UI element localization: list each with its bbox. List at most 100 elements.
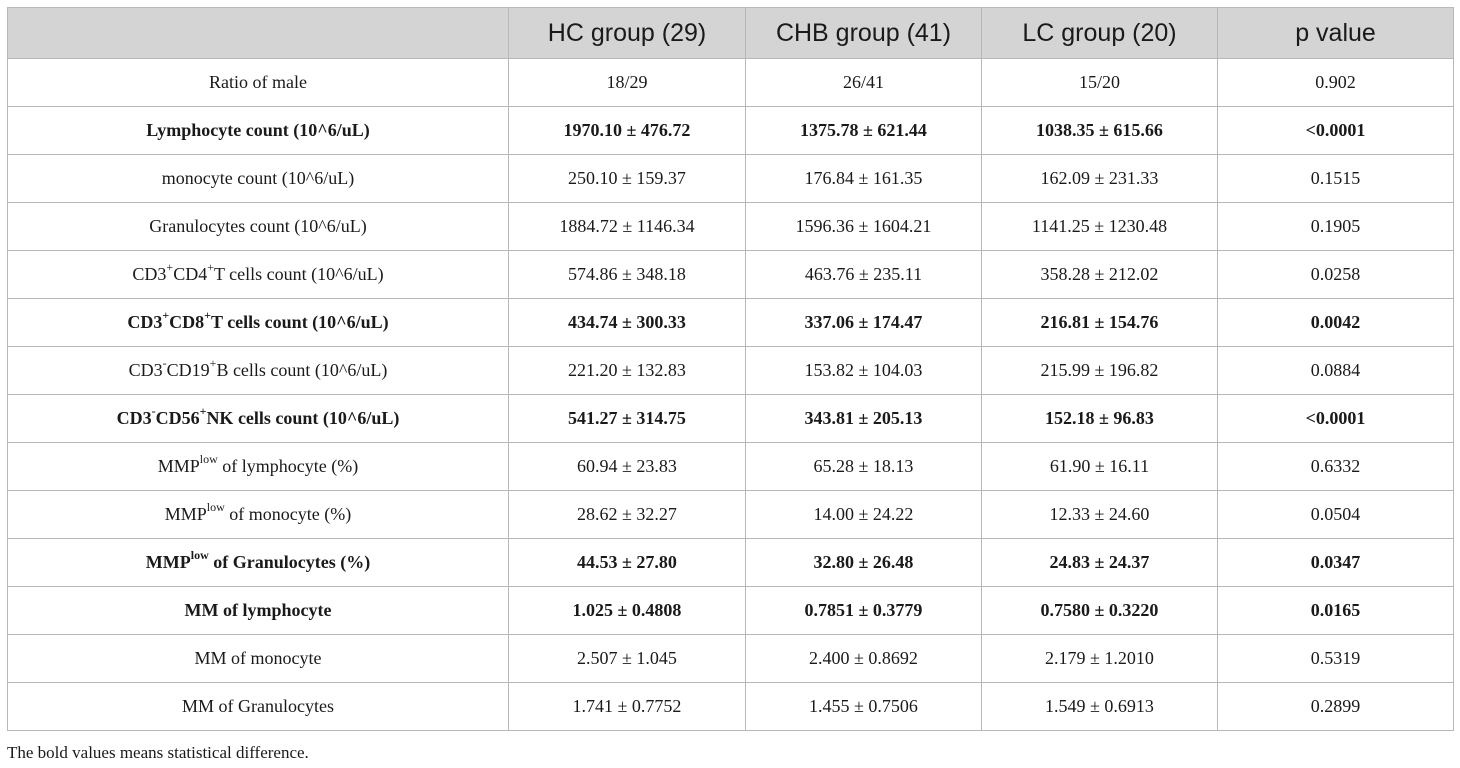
label-text-post: T cells count (10^6/uL) [211, 312, 389, 332]
label-text: CD3 [116, 408, 152, 428]
label-superscript-2: + [209, 356, 217, 370]
chb-group-cell: 14.00 ± 24.22 [745, 490, 982, 539]
lc-group-cell: 1.549 ± 0.6913 [981, 682, 1218, 731]
p-value-cell: 0.902 [1217, 58, 1454, 107]
label-text-mid: of lymphocyte (%) [217, 456, 359, 476]
p-value-cell: 0.0165 [1217, 586, 1454, 635]
lc-group-cell: 152.18 ± 96.83 [981, 394, 1218, 443]
p-value-cell: 0.0258 [1217, 250, 1454, 299]
label-superscript: low [199, 452, 218, 466]
table-body: Ratio of male 18/29 26/41 15/20 0.902 Lymphoc… [7, 58, 1454, 731]
chb-group-cell: 2.400 ± 0.8692 [745, 634, 982, 683]
label-text: MM of lymphocyte [184, 600, 332, 620]
hc-group-cell: 541.27 ± 314.75 [508, 394, 746, 443]
hc-group-cell: 1.741 ± 0.7752 [508, 682, 746, 731]
label-text: MMP [164, 504, 207, 524]
p-value-cell: 0.5319 [1217, 634, 1454, 683]
label-text: MM of Granulocytes [182, 696, 334, 716]
hc-group-cell: 250.10 ± 159.37 [508, 154, 746, 203]
label-text-mid: CD19 [166, 360, 210, 380]
table-row: CD3-CD19+B cells count (10^6/uL) 221.20 ±… [7, 346, 1454, 395]
hc-group-cell: 2.507 ± 1.045 [508, 634, 746, 683]
p-value-cell: 0.1515 [1217, 154, 1454, 203]
label-text: CD3 [128, 360, 163, 380]
chb-group-cell: 463.76 ± 235.11 [745, 250, 982, 299]
hc-group-cell: 1884.72 ± 1146.34 [508, 202, 746, 251]
lc-group-cell: 162.09 ± 231.33 [981, 154, 1218, 203]
label-text: Lymphocyte count (10^6/uL) [146, 120, 370, 140]
label-superscript: low [190, 548, 209, 562]
label-superscript-2: + [204, 308, 212, 322]
p-value-cell: 0.6332 [1217, 442, 1454, 491]
label-text: monocyte count (10^6/uL) [161, 168, 355, 188]
lc-group-cell: 1038.35 ± 615.66 [981, 106, 1218, 155]
label-text: CD3 [127, 312, 163, 332]
chb-group-cell: 1596.36 ± 1604.21 [745, 202, 982, 251]
row-label-cell: CD3+CD8+T cells count (10^6/uL) [7, 298, 509, 347]
label-superscript-2: + [199, 404, 207, 418]
lc-group-cell: 358.28 ± 212.02 [981, 250, 1218, 299]
table-row: MMPlow of monocyte (%) 28.62 ± 32.27 14.00… [7, 490, 1454, 539]
results-table: HC group (29) CHB group (41) LC group (2… [7, 7, 1454, 731]
chb-group-cell: 1375.78 ± 621.44 [745, 106, 982, 155]
header-row: HC group (29) CHB group (41) LC group (2… [7, 7, 1454, 59]
chb-group-cell: 1.455 ± 0.7506 [745, 682, 982, 731]
label-text-post: T cells count (10^6/uL) [214, 264, 384, 284]
lc-group-cell: 2.179 ± 1.2010 [981, 634, 1218, 683]
p-value-cell: 0.0042 [1217, 298, 1454, 347]
p-value-cell: <0.0001 [1217, 394, 1454, 443]
lc-group-cell: 61.90 ± 16.11 [981, 442, 1218, 491]
hc-group-cell: 44.53 ± 27.80 [508, 538, 746, 587]
table-row: MM of lymphocyte 1.025 ± 0.4808 0.7851 ± 0… [7, 586, 1454, 635]
label-text-mid: of monocyte (%) [224, 504, 352, 524]
label-superscript-2: + [207, 260, 214, 274]
p-value-cell: 0.0504 [1217, 490, 1454, 539]
chb-group-cell: 153.82 ± 104.03 [745, 346, 982, 395]
p-value-cell: 0.2899 [1217, 682, 1454, 731]
row-label-cell: Ratio of male [7, 58, 509, 107]
lc-group-cell: 0.7580 ± 0.3220 [981, 586, 1218, 635]
row-label-cell: MM of monocyte [7, 634, 509, 683]
row-label-cell: MMPlow of monocyte (%) [7, 490, 509, 539]
row-label-cell: Granulocytes count (10^6/uL) [7, 202, 509, 251]
header-cell-chb-group: CHB group (41) [745, 7, 982, 59]
label-text: MM of monocyte [194, 648, 322, 668]
chb-group-cell: 343.81 ± 205.13 [745, 394, 982, 443]
chb-group-cell: 26/41 [745, 58, 982, 107]
row-label-cell: MM of lymphocyte [7, 586, 509, 635]
table-row: MM of Granulocytes 1.741 ± 0.7752 1.455 ± … [7, 682, 1454, 731]
row-label-cell: MMPlow of Granulocytes (%) [7, 538, 509, 587]
hc-group-cell: 28.62 ± 32.27 [508, 490, 746, 539]
lc-group-cell: 15/20 [981, 58, 1218, 107]
table-row: CD3-CD56+NK cells count (10^6/uL) 541.27 … [7, 394, 1454, 443]
label-superscript: + [166, 260, 174, 274]
label-text-mid: CD8 [169, 312, 205, 332]
row-label-cell: MM of Granulocytes [7, 682, 509, 731]
p-value-cell: 0.1905 [1217, 202, 1454, 251]
label-text-post: NK cells count (10^6/uL) [206, 408, 400, 428]
chb-group-cell: 176.84 ± 161.35 [745, 154, 982, 203]
chb-group-cell: 0.7851 ± 0.3779 [745, 586, 982, 635]
label-text: Granulocytes count (10^6/uL) [149, 216, 367, 236]
label-superscript: + [162, 308, 170, 322]
table-row: CD3+CD4+T cells count (10^6/uL) 574.86 ± … [7, 250, 1454, 299]
table-row: Ratio of male 18/29 26/41 15/20 0.902 [7, 58, 1454, 107]
header-cell-hc-group: HC group (29) [508, 7, 746, 59]
lc-group-cell: 216.81 ± 154.76 [981, 298, 1218, 347]
table-row: monocyte count (10^6/uL) 250.10 ± 159.37 1… [7, 154, 1454, 203]
row-label-cell: CD3+CD4+T cells count (10^6/uL) [7, 250, 509, 299]
label-text: MMP [157, 456, 200, 476]
hc-group-cell: 574.86 ± 348.18 [508, 250, 746, 299]
chb-group-cell: 32.80 ± 26.48 [745, 538, 982, 587]
table-row: Granulocytes count (10^6/uL) 1884.72 ± 11… [7, 202, 1454, 251]
table-row: Lymphocyte count (10^6/uL) 1970.10 ± 476.… [7, 106, 1454, 155]
lc-group-cell: 215.99 ± 196.82 [981, 346, 1218, 395]
table-row: MMPlow of lymphocyte (%) 60.94 ± 23.83 65.… [7, 442, 1454, 491]
table-row: CD3+CD8+T cells count (10^6/uL) 434.74 ± … [7, 298, 1454, 347]
row-label-cell: monocyte count (10^6/uL) [7, 154, 509, 203]
hc-group-cell: 18/29 [508, 58, 746, 107]
table-row: MM of monocyte 2.507 ± 1.045 2.400 ± 0.869… [7, 634, 1454, 683]
label-text-mid: of Granulocytes (%) [208, 552, 371, 572]
hc-group-cell: 1.025 ± 0.4808 [508, 586, 746, 635]
row-label-cell: MMPlow of lymphocyte (%) [7, 442, 509, 491]
